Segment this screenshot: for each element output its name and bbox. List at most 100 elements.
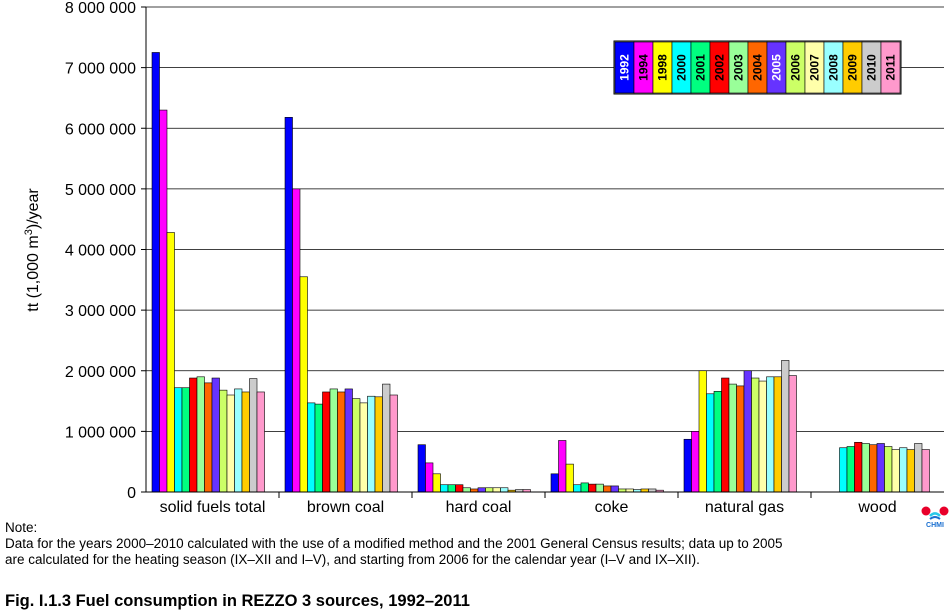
legend-label: 2002 (713, 54, 727, 81)
y-tick-label: 7 000 000 (65, 61, 136, 78)
bar (382, 383, 391, 493)
legend-label: 2011 (884, 54, 898, 80)
bar (447, 484, 456, 493)
legend-label: 2003 (732, 54, 746, 81)
bar (492, 487, 501, 493)
bar (500, 487, 509, 493)
legend-label: 2004 (751, 54, 765, 81)
bar (352, 398, 361, 493)
bar (196, 376, 205, 493)
y-axis: 0 1 000 000 2 000 000 3 000 000 4 000 000 5 0… (65, 0, 147, 502)
bar (736, 385, 745, 493)
gridlines (146, 6, 944, 432)
bar (713, 391, 722, 493)
bar (292, 188, 301, 493)
bar (367, 395, 376, 493)
fuel-consumption-chart: 0 1 000 000 2 000 000 3 000 000 4 000 000 5 0… (23, 0, 944, 516)
bar (706, 393, 715, 493)
bar (440, 484, 449, 493)
bar (588, 483, 597, 493)
legend-label: 2005 (770, 54, 784, 81)
bar (477, 487, 486, 493)
chmi-logo: CHMI (921, 506, 949, 528)
bar (234, 388, 243, 493)
bars (151, 52, 930, 493)
legend-label: 2009 (846, 54, 860, 81)
legend-label: 1998 (656, 54, 670, 81)
bar (758, 380, 767, 493)
bar (389, 394, 398, 493)
bar (299, 276, 308, 493)
legend: 1992 1994 1998 2000 2001 2002 2003 2004 2005 2006… (613, 40, 902, 95)
bar (698, 370, 707, 493)
bar (211, 377, 220, 493)
bar (580, 482, 589, 493)
y-tick-label: 3 000 000 (65, 303, 136, 320)
bar (876, 443, 885, 493)
y-tick-label: 2 000 000 (65, 364, 136, 381)
bar (241, 391, 250, 493)
x-category-label: brown coal (307, 499, 384, 516)
bar (565, 463, 574, 493)
bar (884, 446, 893, 493)
bar (914, 443, 923, 493)
bar (854, 441, 863, 493)
bar (603, 485, 612, 493)
note-line-2: are calculated for the heating season (I… (5, 552, 700, 567)
bar (788, 375, 797, 493)
bar (846, 446, 855, 493)
bar (174, 387, 183, 493)
bar (839, 447, 848, 493)
bar (189, 377, 198, 493)
bar (322, 391, 331, 493)
legend-label: 1992 (618, 54, 632, 81)
bar (329, 388, 338, 493)
bar (610, 485, 619, 493)
bar (151, 52, 160, 493)
bar (226, 394, 235, 493)
bar (891, 449, 900, 493)
legend-label: 2008 (827, 54, 841, 81)
svg-text:CHMI: CHMI (926, 522, 944, 528)
bar (159, 109, 168, 493)
y-tick-label: 8 000 000 (65, 0, 136, 17)
note: Note: Data for the years 2000–2010 calcu… (5, 520, 945, 568)
bar (181, 387, 190, 493)
bar (550, 473, 559, 493)
legend-label: 2001 (694, 54, 708, 81)
bar (558, 440, 567, 493)
bar (374, 396, 383, 493)
legend-label: 1994 (637, 54, 651, 81)
x-category-label: natural gas (705, 499, 784, 516)
y-tick-label: 0 (127, 485, 136, 502)
bar (861, 443, 870, 493)
bar (906, 449, 915, 493)
note-heading: Note: (5, 520, 38, 535)
bar (781, 360, 790, 493)
bar (455, 484, 464, 493)
figure-caption: Fig. I.1.3 Fuel consumption in REZZO 3 s… (5, 592, 470, 610)
legend-label: 2006 (789, 54, 803, 81)
bar (249, 378, 258, 493)
x-category-label: coke (595, 499, 629, 516)
bar (417, 444, 426, 493)
y-tick-label: 6 000 000 (65, 121, 136, 138)
legend-label: 2000 (675, 54, 689, 81)
bar (204, 382, 213, 493)
bar (721, 377, 730, 493)
bar (869, 444, 878, 493)
bar (337, 391, 346, 493)
bar (728, 383, 737, 493)
bar (773, 376, 782, 493)
bar (432, 473, 441, 493)
bar (573, 484, 582, 493)
bar (766, 376, 775, 493)
x-category-label: hard coal (446, 499, 512, 516)
bar (691, 431, 700, 493)
bar (307, 402, 316, 493)
bar (344, 388, 353, 493)
bar (921, 449, 930, 493)
bar (743, 370, 752, 493)
bar (683, 438, 692, 493)
x-axis: solid fuels total brown coal hard coal coke… (146, 491, 944, 516)
